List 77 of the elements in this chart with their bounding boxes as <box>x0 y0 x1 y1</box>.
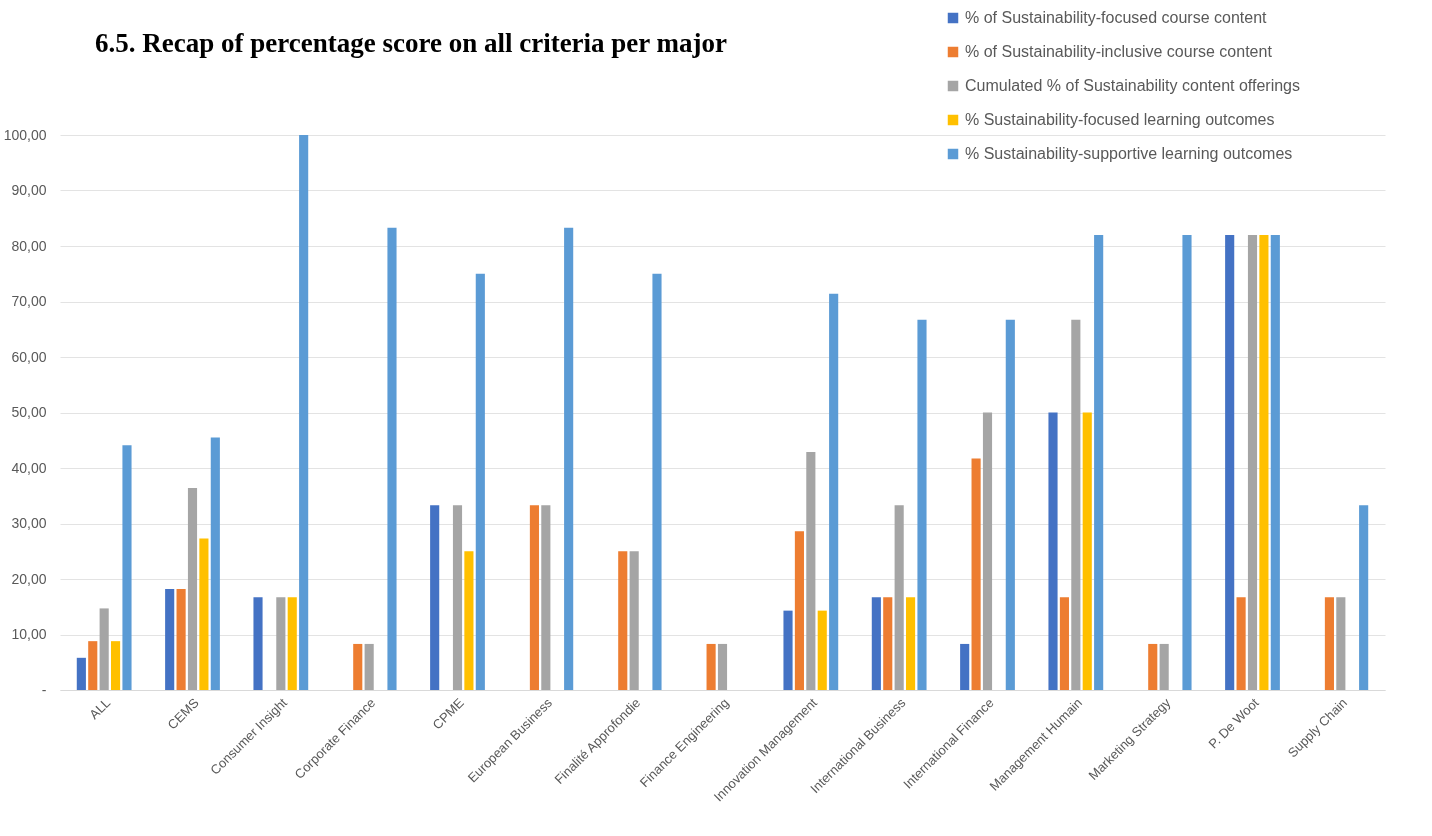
bar <box>464 551 474 690</box>
bar <box>783 610 793 690</box>
bar <box>1148 643 1158 690</box>
bar <box>1359 505 1369 690</box>
bar <box>982 412 993 690</box>
bar <box>1324 597 1334 690</box>
bar <box>165 588 175 690</box>
bar <box>883 597 893 690</box>
bar <box>564 227 574 690</box>
bar <box>452 505 463 690</box>
bar <box>541 505 551 690</box>
y-tick-label: 90,00 <box>11 182 47 198</box>
bar <box>111 641 121 690</box>
bar <box>430 505 440 690</box>
bar <box>1071 319 1081 690</box>
bar <box>1182 234 1192 690</box>
bar <box>475 273 485 690</box>
bar <box>387 227 397 690</box>
bar <box>1236 597 1246 690</box>
bar <box>1225 234 1235 690</box>
bar <box>364 643 374 690</box>
legend-label: % Sustainability-supportive learning outcomes <box>965 145 1293 162</box>
bar <box>894 505 904 690</box>
bar <box>817 610 827 690</box>
y-tick-label: 80,00 <box>11 237 47 254</box>
bar <box>906 597 916 690</box>
bar <box>88 641 98 690</box>
bar <box>176 588 186 690</box>
y-tick-label: 30,00 <box>11 515 47 531</box>
bar <box>353 643 363 690</box>
bar <box>1082 412 1092 690</box>
bar <box>1005 319 1015 690</box>
bar <box>1159 643 1169 690</box>
chart-title: 6.5. Recap of percentage score on all criteria per major <box>95 28 728 58</box>
legend-label: Cumulated % of Sustainability content offerings <box>965 77 1301 94</box>
bar <box>276 597 286 690</box>
bar <box>122 445 132 690</box>
bar <box>1336 597 1346 690</box>
y-tick-label: - <box>41 681 47 698</box>
legend-label: % of Sustainability-inclusive course content <box>965 43 1273 60</box>
bar <box>717 643 728 690</box>
bar <box>1259 234 1269 690</box>
y-tick-label: 40,00 <box>11 459 47 476</box>
bar <box>971 458 981 690</box>
bar <box>652 273 662 690</box>
bar <box>871 597 881 690</box>
bar <box>1094 234 1104 690</box>
legend-label: % of Sustainability-focused course content <box>965 9 1268 26</box>
y-tick-label: 10,00 <box>11 626 47 642</box>
bar <box>629 551 639 690</box>
bar <box>529 505 539 690</box>
bar <box>618 551 628 690</box>
bar <box>210 437 220 690</box>
y-tick-label: 60,00 <box>11 348 47 365</box>
bar <box>76 657 86 690</box>
bar <box>829 293 839 690</box>
bar <box>1059 597 1069 690</box>
bar <box>1270 234 1280 690</box>
y-tick-label: 20,00 <box>11 570 47 587</box>
bar <box>794 531 804 690</box>
bar <box>253 597 263 690</box>
bar <box>1048 412 1058 690</box>
bar <box>706 643 716 690</box>
bar <box>187 487 198 690</box>
x-tick-label: ALL <box>86 695 114 723</box>
bar <box>299 135 309 690</box>
bar <box>917 319 927 690</box>
bar <box>199 538 209 690</box>
bar <box>1247 234 1258 690</box>
bar <box>287 597 297 690</box>
bar <box>806 451 816 690</box>
y-tick-label: 100,00 <box>3 126 47 143</box>
legend-label: % Sustainability-focused learning outcomes <box>965 111 1275 128</box>
bar <box>960 643 970 690</box>
bar <box>99 608 109 690</box>
y-tick-label: 70,00 <box>11 293 47 309</box>
y-tick-label: 50,00 <box>11 404 47 420</box>
